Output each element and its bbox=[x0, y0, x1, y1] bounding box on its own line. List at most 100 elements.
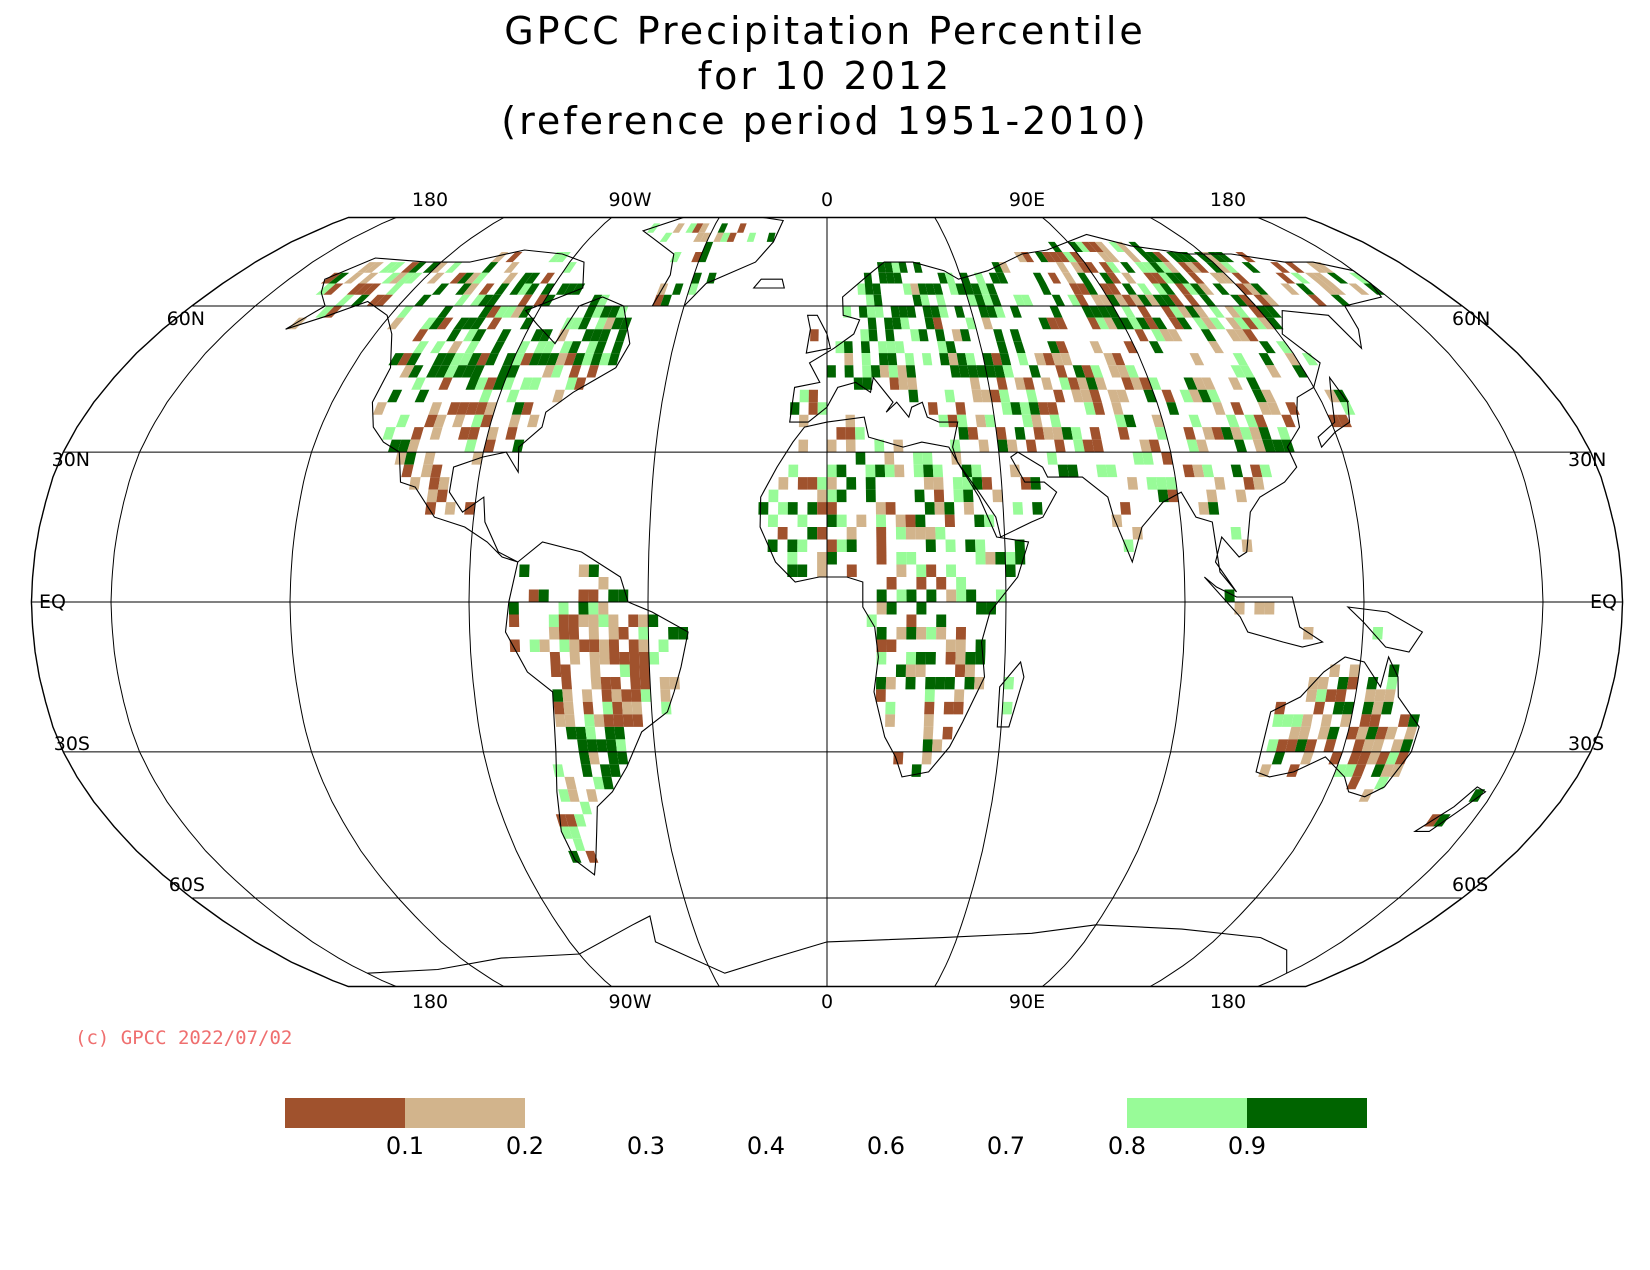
percentile-cell bbox=[652, 294, 665, 306]
percentile-cell bbox=[414, 389, 430, 403]
percentile-cell bbox=[1142, 452, 1154, 465]
percentile-cell bbox=[986, 602, 997, 615]
percentile-cell bbox=[1262, 439, 1276, 453]
percentile-cell bbox=[1167, 329, 1183, 342]
colorbar-swatch-very-dry bbox=[285, 1098, 405, 1128]
percentile-cell bbox=[902, 283, 913, 295]
percentile-cell bbox=[564, 776, 577, 790]
percentile-cell bbox=[438, 377, 453, 390]
percentile-cell bbox=[736, 223, 747, 233]
percentile-cell bbox=[550, 365, 564, 378]
percentile-cell bbox=[1220, 427, 1234, 440]
percentile-cell bbox=[1019, 402, 1031, 415]
percentile-cell bbox=[766, 232, 776, 242]
percentile-cell bbox=[1373, 776, 1390, 790]
percentile-cell bbox=[788, 464, 799, 478]
percentile-cell bbox=[876, 602, 887, 615]
percentile-cell bbox=[561, 677, 572, 690]
percentile-cell bbox=[1114, 414, 1127, 428]
percentile-cell bbox=[984, 365, 997, 378]
percentile-cell bbox=[565, 726, 578, 740]
percentile-cell bbox=[746, 232, 757, 242]
percentile-cell bbox=[458, 427, 471, 440]
percentile-cell bbox=[618, 589, 629, 602]
percentile-cell bbox=[963, 502, 975, 515]
percentile-cell bbox=[685, 223, 698, 233]
percentile-cell bbox=[1365, 726, 1379, 740]
percentile-cell bbox=[1291, 714, 1304, 727]
percentile-cell bbox=[496, 329, 512, 342]
percentile-cell bbox=[494, 306, 510, 318]
percentile-cell bbox=[1135, 317, 1151, 330]
percentile-cell bbox=[646, 223, 661, 233]
map-frame bbox=[30, 216, 1624, 988]
percentile-cell bbox=[1030, 477, 1041, 490]
percentile-cell bbox=[691, 252, 703, 263]
percentile-cell bbox=[974, 272, 986, 284]
percentile-cell bbox=[922, 306, 933, 318]
percentile-cell bbox=[1266, 739, 1279, 752]
percentile-cell bbox=[975, 414, 987, 428]
percentile-cell bbox=[446, 329, 462, 342]
percentile-cell bbox=[1243, 477, 1255, 490]
percentile-cell bbox=[628, 639, 639, 652]
percentile-cell bbox=[1364, 689, 1377, 702]
percentile-cell bbox=[915, 652, 926, 665]
percentile-cell bbox=[1285, 402, 1300, 415]
percentile-cell bbox=[1298, 726, 1311, 740]
percentile-cell bbox=[629, 652, 640, 665]
percentile-cell bbox=[1070, 427, 1083, 440]
percentile-cell bbox=[437, 306, 454, 318]
percentile-cell bbox=[1067, 294, 1082, 306]
percentile-cell bbox=[588, 751, 600, 765]
percentile-cell bbox=[1235, 252, 1256, 263]
percentile-cell bbox=[1371, 739, 1385, 752]
percentile-cell bbox=[970, 283, 982, 295]
percentile-cell bbox=[563, 701, 575, 715]
percentile-cell bbox=[876, 677, 887, 690]
percentile-cell bbox=[549, 652, 561, 665]
percentile-cell bbox=[449, 272, 467, 284]
percentile-cell bbox=[1208, 306, 1225, 318]
percentile-cell bbox=[672, 223, 685, 233]
percentile-cell bbox=[778, 477, 789, 490]
percentile-cell bbox=[1082, 439, 1095, 453]
percentile-cell bbox=[601, 689, 613, 702]
percentile-cell bbox=[1103, 317, 1118, 330]
percentile-cell bbox=[876, 652, 887, 665]
percentile-cell bbox=[542, 341, 556, 354]
percentile-cell bbox=[354, 283, 374, 295]
percentile-cell bbox=[1346, 677, 1359, 690]
percentile-cell bbox=[453, 294, 471, 306]
percentile-cell bbox=[399, 365, 415, 378]
percentile-cell bbox=[483, 439, 496, 453]
percentile-cell bbox=[1127, 317, 1143, 330]
colorbar-label: 0.6 bbox=[867, 1132, 905, 1160]
percentile-cell bbox=[1145, 252, 1163, 263]
coastline-south-america bbox=[504, 541, 689, 876]
percentile-cell bbox=[922, 739, 933, 752]
percentile-cell bbox=[588, 589, 599, 602]
percentile-cell bbox=[1060, 353, 1073, 366]
percentile-cell bbox=[988, 272, 1001, 284]
percentile-cell bbox=[1083, 402, 1096, 415]
percentile-cell bbox=[1073, 439, 1085, 453]
percentile-cell bbox=[969, 377, 981, 390]
percentile-cell bbox=[1094, 241, 1111, 252]
percentile-cell bbox=[925, 677, 936, 690]
percentile-cell bbox=[883, 317, 894, 330]
percentile-cell bbox=[713, 232, 724, 242]
percentile-cell bbox=[817, 564, 827, 577]
percentile-cell bbox=[1313, 701, 1326, 715]
percentile-cell bbox=[1315, 689, 1328, 702]
percentile-cell bbox=[603, 714, 615, 727]
percentile-cell bbox=[895, 527, 906, 540]
percentile-cell bbox=[1255, 306, 1274, 318]
percentile-cell bbox=[1201, 464, 1214, 478]
percentile-cell bbox=[874, 439, 885, 453]
percentile-cell bbox=[1134, 262, 1151, 273]
percentile-cell bbox=[585, 850, 599, 863]
percentile-cell bbox=[648, 614, 659, 627]
percentile-cell bbox=[817, 489, 827, 503]
percentile-cell bbox=[906, 652, 917, 665]
